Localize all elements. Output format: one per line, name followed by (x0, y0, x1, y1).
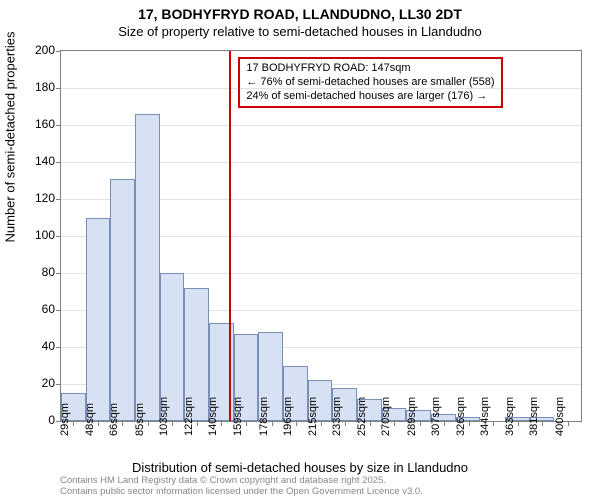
plot-area: 17 BODHYFRYD ROAD: 147sqm ← 76% of semi-… (60, 50, 582, 422)
y-axis-label: Number of semi-detached properties (3, 32, 18, 243)
x-tick-mark (321, 421, 322, 426)
x-tick-mark (568, 421, 569, 426)
reference-line (229, 51, 231, 421)
annotation-title: 17 BODHYFRYD ROAD: 147sqm (246, 62, 494, 76)
attribution-line2: Contains public sector information licen… (60, 487, 423, 498)
y-tick-label: 120 (15, 191, 55, 205)
x-tick-mark (272, 421, 273, 426)
y-tick-label: 40 (15, 339, 55, 353)
x-tick-mark (246, 421, 247, 426)
x-tick-mark (493, 421, 494, 426)
y-tick-mark (56, 125, 61, 126)
histogram-bar (86, 218, 111, 422)
x-tick-mark (444, 421, 445, 426)
y-tick-label: 0 (15, 413, 55, 427)
histogram-chart: 17, BODHYFRYD ROAD, LLANDUDNO, LL30 2DT … (0, 0, 600, 500)
x-tick-mark (542, 421, 543, 426)
chart-title: 17, BODHYFRYD ROAD, LLANDUDNO, LL30 2DT (0, 6, 600, 22)
y-tick-mark (56, 51, 61, 52)
histogram-bar (110, 179, 135, 421)
x-tick-mark (73, 421, 74, 426)
annotation-larger: 24% of semi-detached houses are larger (… (246, 90, 494, 104)
y-tick-label: 60 (15, 302, 55, 316)
y-tick-label: 140 (15, 154, 55, 168)
y-tick-mark (56, 199, 61, 200)
x-tick-mark (221, 421, 222, 426)
y-tick-mark (56, 88, 61, 89)
x-tick-mark (122, 421, 123, 426)
chart-subtitle: Size of property relative to semi-detach… (0, 24, 600, 39)
y-tick-label: 180 (15, 80, 55, 94)
x-axis-label: Distribution of semi-detached houses by … (0, 460, 600, 475)
y-tick-label: 100 (15, 228, 55, 242)
y-tick-mark (56, 347, 61, 348)
x-tick-mark (172, 421, 173, 426)
y-tick-mark (56, 273, 61, 274)
y-tick-mark (56, 236, 61, 237)
x-tick-mark (197, 421, 198, 426)
y-tick-mark (56, 162, 61, 163)
attribution: Contains HM Land Registry data © Crown c… (60, 476, 423, 498)
x-tick-mark (345, 421, 346, 426)
x-tick-mark (518, 421, 519, 426)
y-tick-label: 80 (15, 265, 55, 279)
y-tick-mark (56, 384, 61, 385)
x-tick-mark (98, 421, 99, 426)
x-tick-mark (469, 421, 470, 426)
x-tick-mark (394, 421, 395, 426)
x-tick-mark (420, 421, 421, 426)
y-tick-label: 160 (15, 117, 55, 131)
y-tick-mark (56, 310, 61, 311)
y-tick-label: 20 (15, 376, 55, 390)
x-tick-mark (296, 421, 297, 426)
x-tick-mark (148, 421, 149, 426)
y-tick-label: 200 (15, 43, 55, 57)
x-tick-mark (370, 421, 371, 426)
gridline (61, 88, 581, 89)
histogram-bar (135, 114, 160, 421)
annotation-box: 17 BODHYFRYD ROAD: 147sqm ← 76% of semi-… (238, 57, 502, 108)
